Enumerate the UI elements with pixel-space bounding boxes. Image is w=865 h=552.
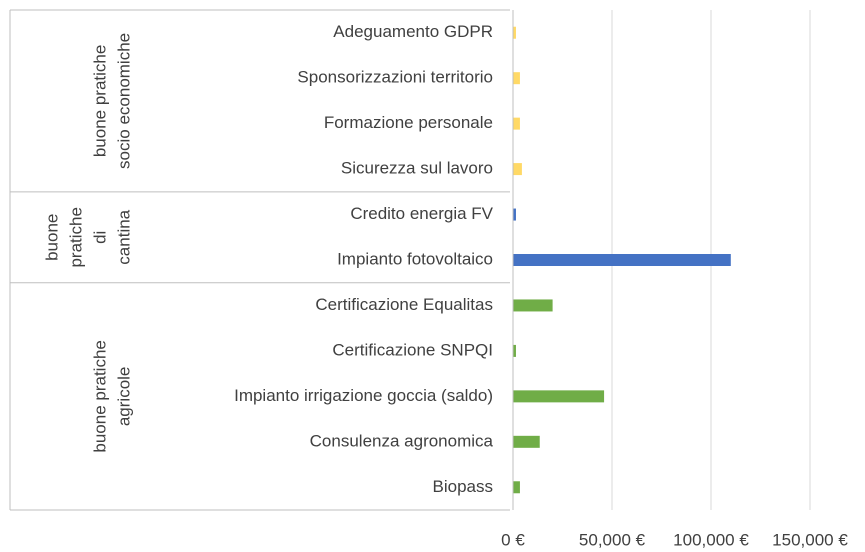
y-tick-label: Impianto fotovoltaico (337, 249, 493, 268)
bar (513, 72, 520, 85)
y-tick-label: Sponsorizzazioni territorio (297, 68, 493, 87)
x-tick-label: 150,000 € (772, 530, 848, 549)
y-tick-label: Credito energia FV (350, 204, 493, 223)
bar (513, 117, 520, 130)
bar (513, 390, 605, 403)
group-label: socio economiche (114, 33, 133, 169)
bar (513, 208, 516, 221)
x-tick-label: 0 € (501, 530, 525, 549)
y-tick-label: Consulenza agronomica (310, 431, 494, 450)
group-label: buone (42, 214, 61, 261)
x-tick-label: 50,000 € (579, 530, 646, 549)
y-tick-label: Formazione personale (324, 113, 493, 132)
y-tick-label: Certificazione SNPQI (332, 340, 493, 359)
y-tick-label: Impianto irrigazione goccia (saldo) (234, 386, 493, 405)
bar (513, 344, 516, 357)
y-tick-label: Sicurezza sul lavoro (341, 159, 493, 178)
bar (513, 435, 540, 448)
group-label: buone pratiche (90, 45, 109, 157)
group-label: cantina (114, 209, 133, 264)
bar (513, 254, 731, 266)
y-tick-label: Biopass (433, 477, 493, 496)
bar (513, 481, 520, 494)
y-tick-label: Adeguamento GDPR (333, 22, 493, 41)
group-label: di (90, 231, 109, 244)
group-label: agricole (114, 367, 133, 427)
group-label: buone pratiche (90, 340, 109, 452)
bar (513, 26, 516, 39)
group-label: pratiche (66, 207, 85, 267)
y-tick-label: Certificazione Equalitas (315, 295, 493, 314)
bar (513, 163, 522, 176)
x-tick-label: 100,000 € (673, 530, 749, 549)
bar (513, 299, 553, 312)
